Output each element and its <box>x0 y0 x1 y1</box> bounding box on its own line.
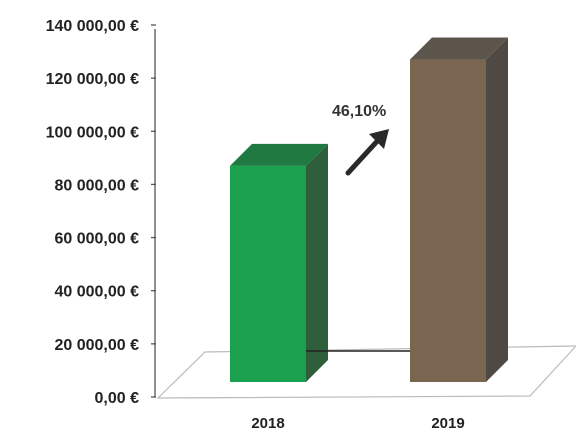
y-tick-label: 140 000,00 € <box>46 18 140 35</box>
floor-outline <box>156 345 576 399</box>
y-tick-label: 120 000,00 € <box>46 71 140 88</box>
bar-front-face <box>410 59 486 383</box>
y-tick-label: 100 000,00 € <box>46 124 140 141</box>
bar-top-face <box>230 143 328 166</box>
y-tick-label: 80 000,00 € <box>54 177 139 194</box>
y-axis-ticks: 0,00 € 20 000,00 € 40 000,00 € 60 000,00 € 8… <box>46 18 156 407</box>
y-tick-label: 40 000,00 € <box>54 284 139 301</box>
bar-side-face <box>486 37 508 383</box>
bar-top-face <box>410 37 508 60</box>
chart-floor <box>156 345 576 399</box>
x-axis-labels: 2018 2019 <box>251 415 464 432</box>
y-tick-label: 0,00 € <box>95 390 140 407</box>
x-tick-label: 2019 <box>431 415 464 432</box>
y-tick-label: 20 000,00 € <box>54 337 139 354</box>
bar-front-face <box>230 165 306 382</box>
growth-percent-label: 46,10% <box>332 103 386 120</box>
y-tick-label: 60 000,00 € <box>54 231 139 248</box>
bar-side-face <box>306 143 328 382</box>
growth-annotation: 46,10% <box>332 103 389 176</box>
bar-2018 <box>230 143 328 382</box>
x-tick-label: 2018 <box>251 415 284 432</box>
bars <box>230 37 508 383</box>
bar-2019 <box>410 37 508 383</box>
up-right-arrow-icon <box>345 129 389 176</box>
